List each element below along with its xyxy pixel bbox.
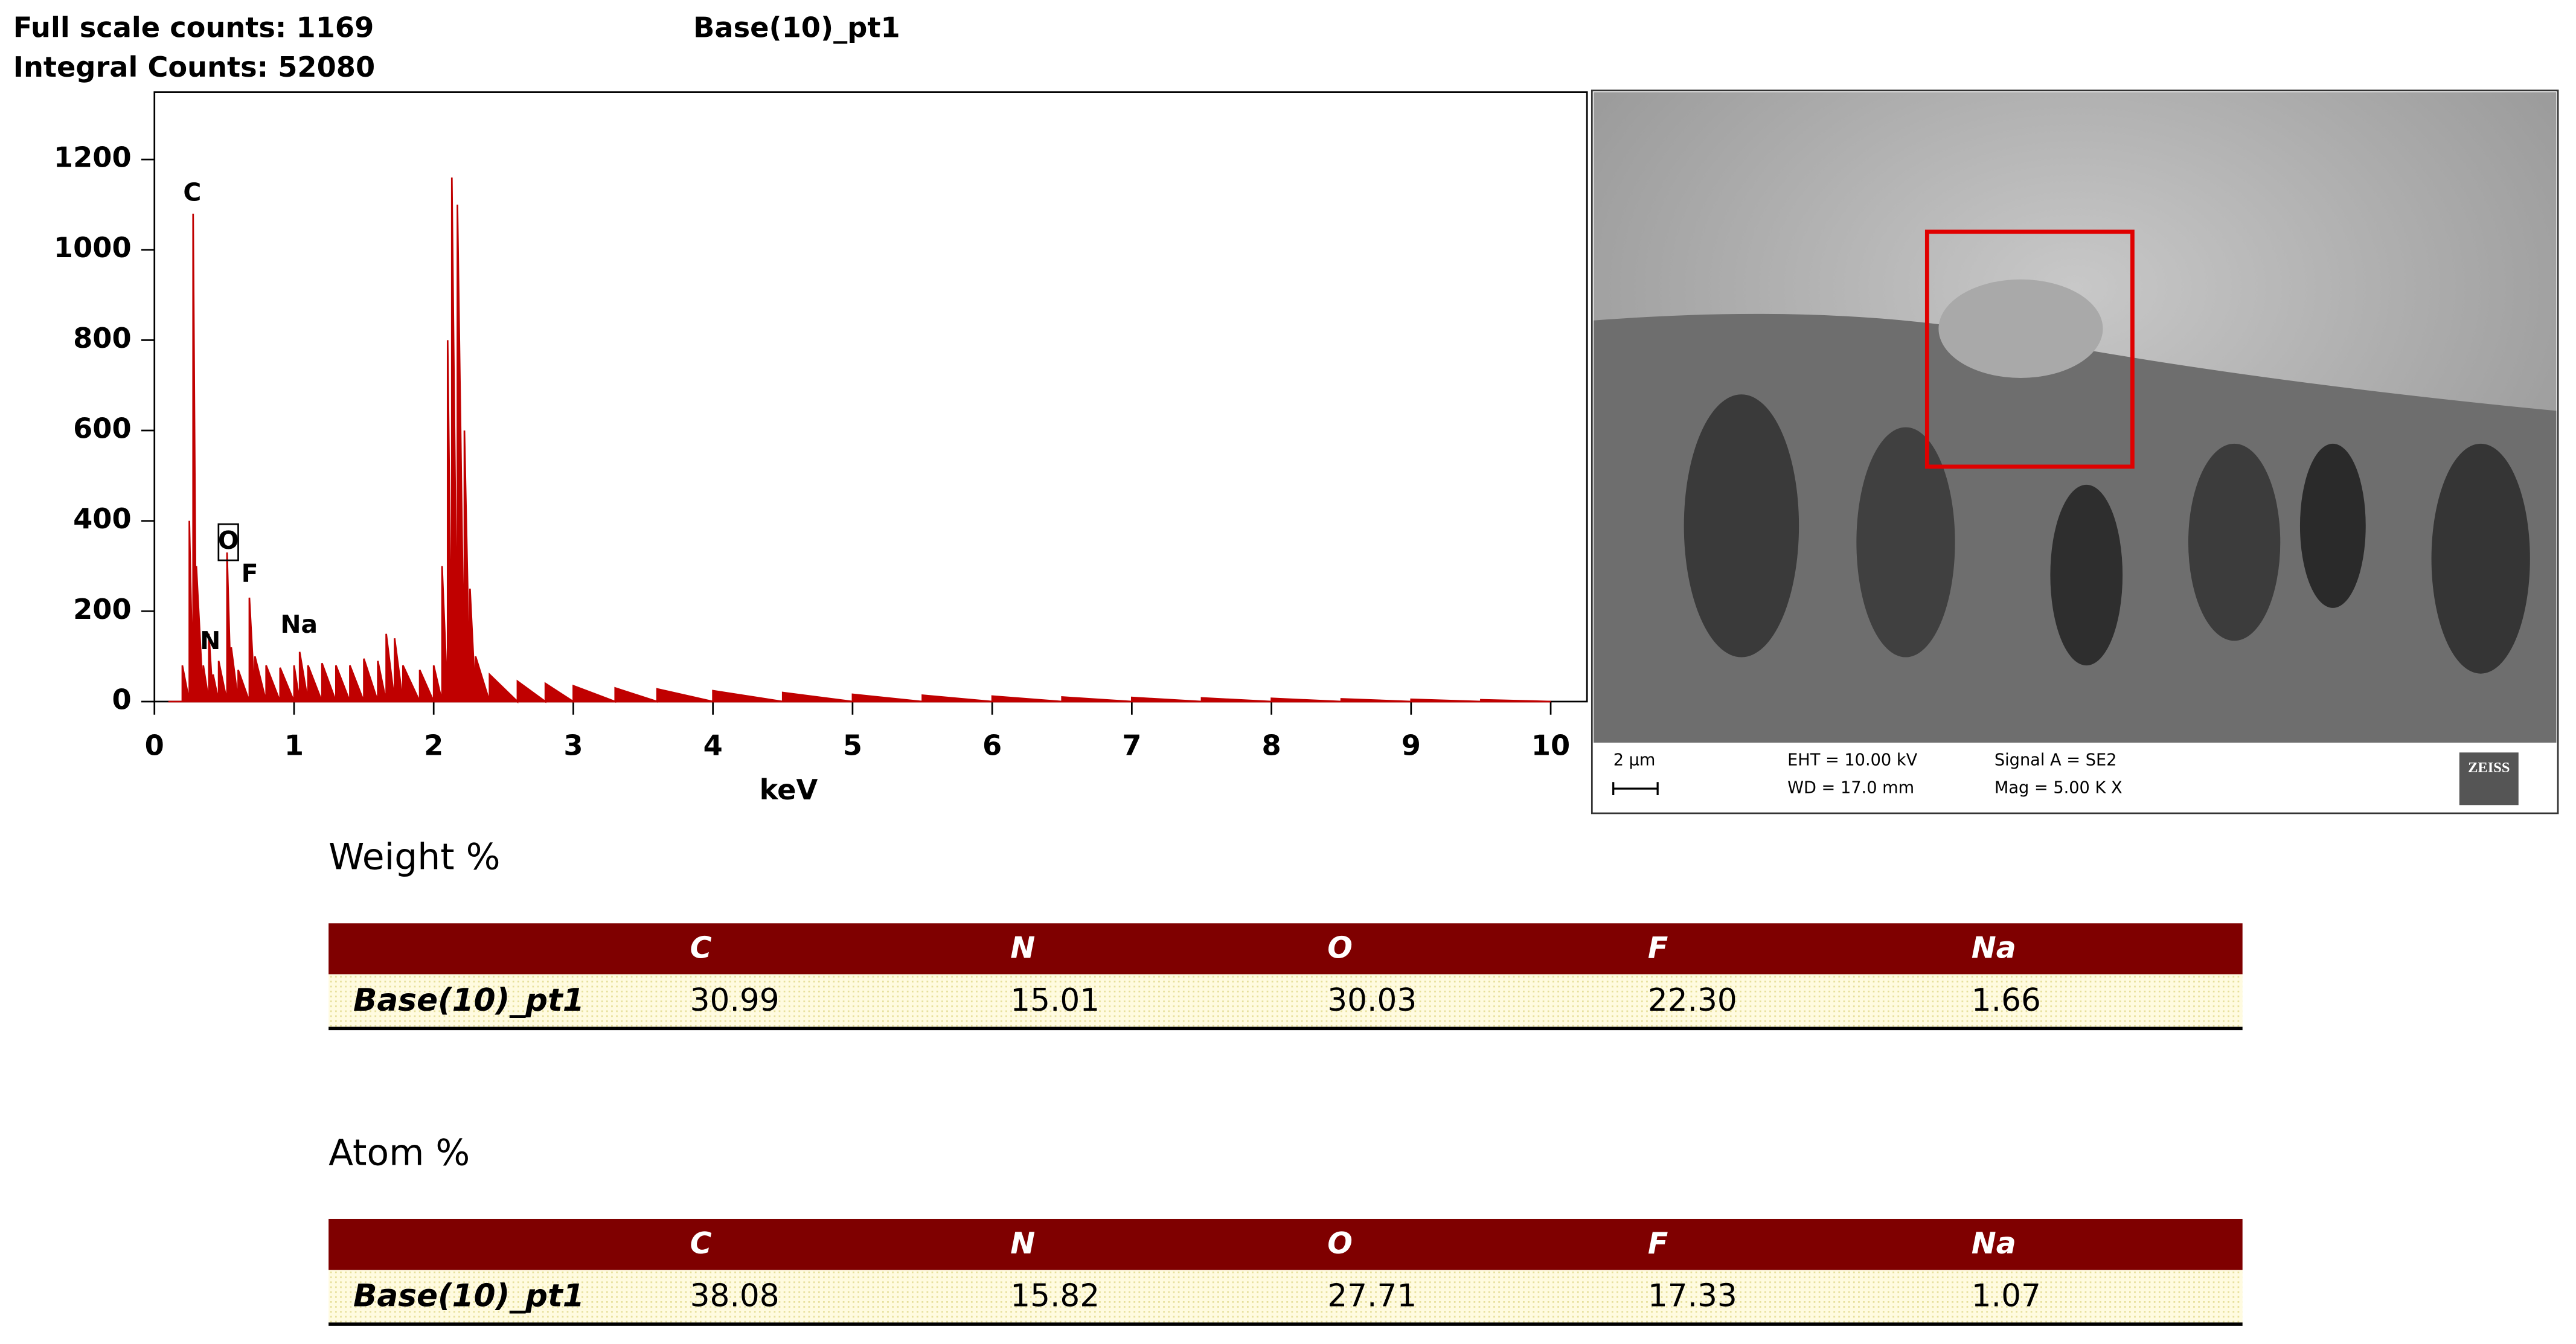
x-tick-label: 2 [424, 729, 443, 762]
x-tick-label: 1 [284, 729, 304, 762]
sem-wd: WD = 17.0 mm [1787, 779, 1914, 798]
column-header: Na [1972, 1226, 2016, 1261]
peak-label: C [183, 178, 201, 206]
row-label: Base(10)_pt1 [353, 982, 585, 1019]
sem-eht: EHT = 10.00 kV [1787, 750, 1918, 769]
table-cell: 15.82 [1010, 1278, 1100, 1314]
row-label: Base(10)_pt1 [353, 1278, 585, 1314]
y-tick-label: 600 [73, 412, 132, 445]
y-tick-label: 800 [73, 322, 132, 354]
table-title: Atom % [328, 1131, 470, 1174]
table-header [328, 923, 2243, 974]
column-header: O [1327, 930, 1353, 965]
x-tick-label: 0 [145, 729, 164, 762]
plot-frame [153, 91, 1588, 703]
sem-signal: Signal A = SE2 [1994, 750, 2117, 769]
sem-image [1591, 89, 2559, 814]
spectrum-chart: 0 200 400 600 800 1000 1200 0 1 2 3 4 5 6 7 8 9 10 keV C N OF… [54, 141, 1570, 807]
x-tick-label: 7 [1122, 729, 1141, 762]
table-cell: 30.03 [1327, 982, 1417, 1019]
table-title: Weight % [328, 836, 500, 878]
column-header: O [1327, 1226, 1353, 1261]
column-header: N [1010, 1226, 1035, 1261]
table-cell: 38.08 [690, 1278, 780, 1314]
x-tick-label: 5 [843, 729, 862, 762]
y-tick-label: 1200 [54, 141, 132, 174]
sem-mag: Mag = 5.00 K X [1994, 779, 2123, 798]
y-tick-label: 200 [73, 593, 132, 626]
y-tick-label: 400 [73, 502, 132, 535]
spectrum-title: Base(10)_pt1 [693, 11, 900, 44]
table-row [328, 1270, 2243, 1325]
table-cell: 22.30 [1648, 982, 1737, 1019]
x-tick-label: 10 [1531, 729, 1570, 762]
peak-label: F [242, 558, 258, 587]
table-header [328, 1218, 2243, 1270]
column-header: F [1648, 930, 1668, 965]
column-header: N [1010, 930, 1035, 965]
column-header: F [1648, 1226, 1668, 1261]
table-cell: 17.33 [1648, 1278, 1737, 1314]
table-cell: 30.99 [690, 982, 780, 1019]
peak-label: Na [280, 610, 318, 639]
table-cell: 1.66 [1972, 982, 2041, 1019]
table-row [328, 974, 2243, 1029]
table-cell: 1.07 [1972, 1278, 2041, 1314]
table-cell: 27.71 [1327, 1278, 1417, 1314]
column-header: Na [1972, 930, 2016, 965]
x-tick-label: 9 [1402, 729, 1421, 762]
peak-label: O [218, 526, 239, 555]
peak-label: N [200, 626, 220, 655]
spectrum [168, 178, 1551, 704]
sem-scale: 2 µm [1613, 750, 1656, 769]
integral: Integral Counts: 52080 [13, 51, 375, 83]
sem-brand: ZEISS [2468, 760, 2510, 776]
x-tick-label: 8 [1261, 729, 1281, 762]
tables: Weight % C N O F Na Base(10)_pt1 30.99 15.01 30.0… [328, 836, 2243, 1326]
table-cell: 15.01 [1010, 982, 1100, 1019]
x-axis-label: keV [760, 773, 818, 806]
column-header: C [690, 1226, 712, 1261]
x-tick-label: 3 [563, 729, 583, 762]
full-scale: Full scale counts: 1169 [13, 11, 374, 44]
x-tick-label: 4 [703, 729, 723, 762]
y-tick-label: 0 [112, 683, 131, 715]
peak-label-box [217, 523, 239, 562]
y-tick-label: 1000 [54, 231, 132, 264]
x-tick-label: 6 [982, 729, 1002, 762]
column-header: C [690, 930, 712, 965]
